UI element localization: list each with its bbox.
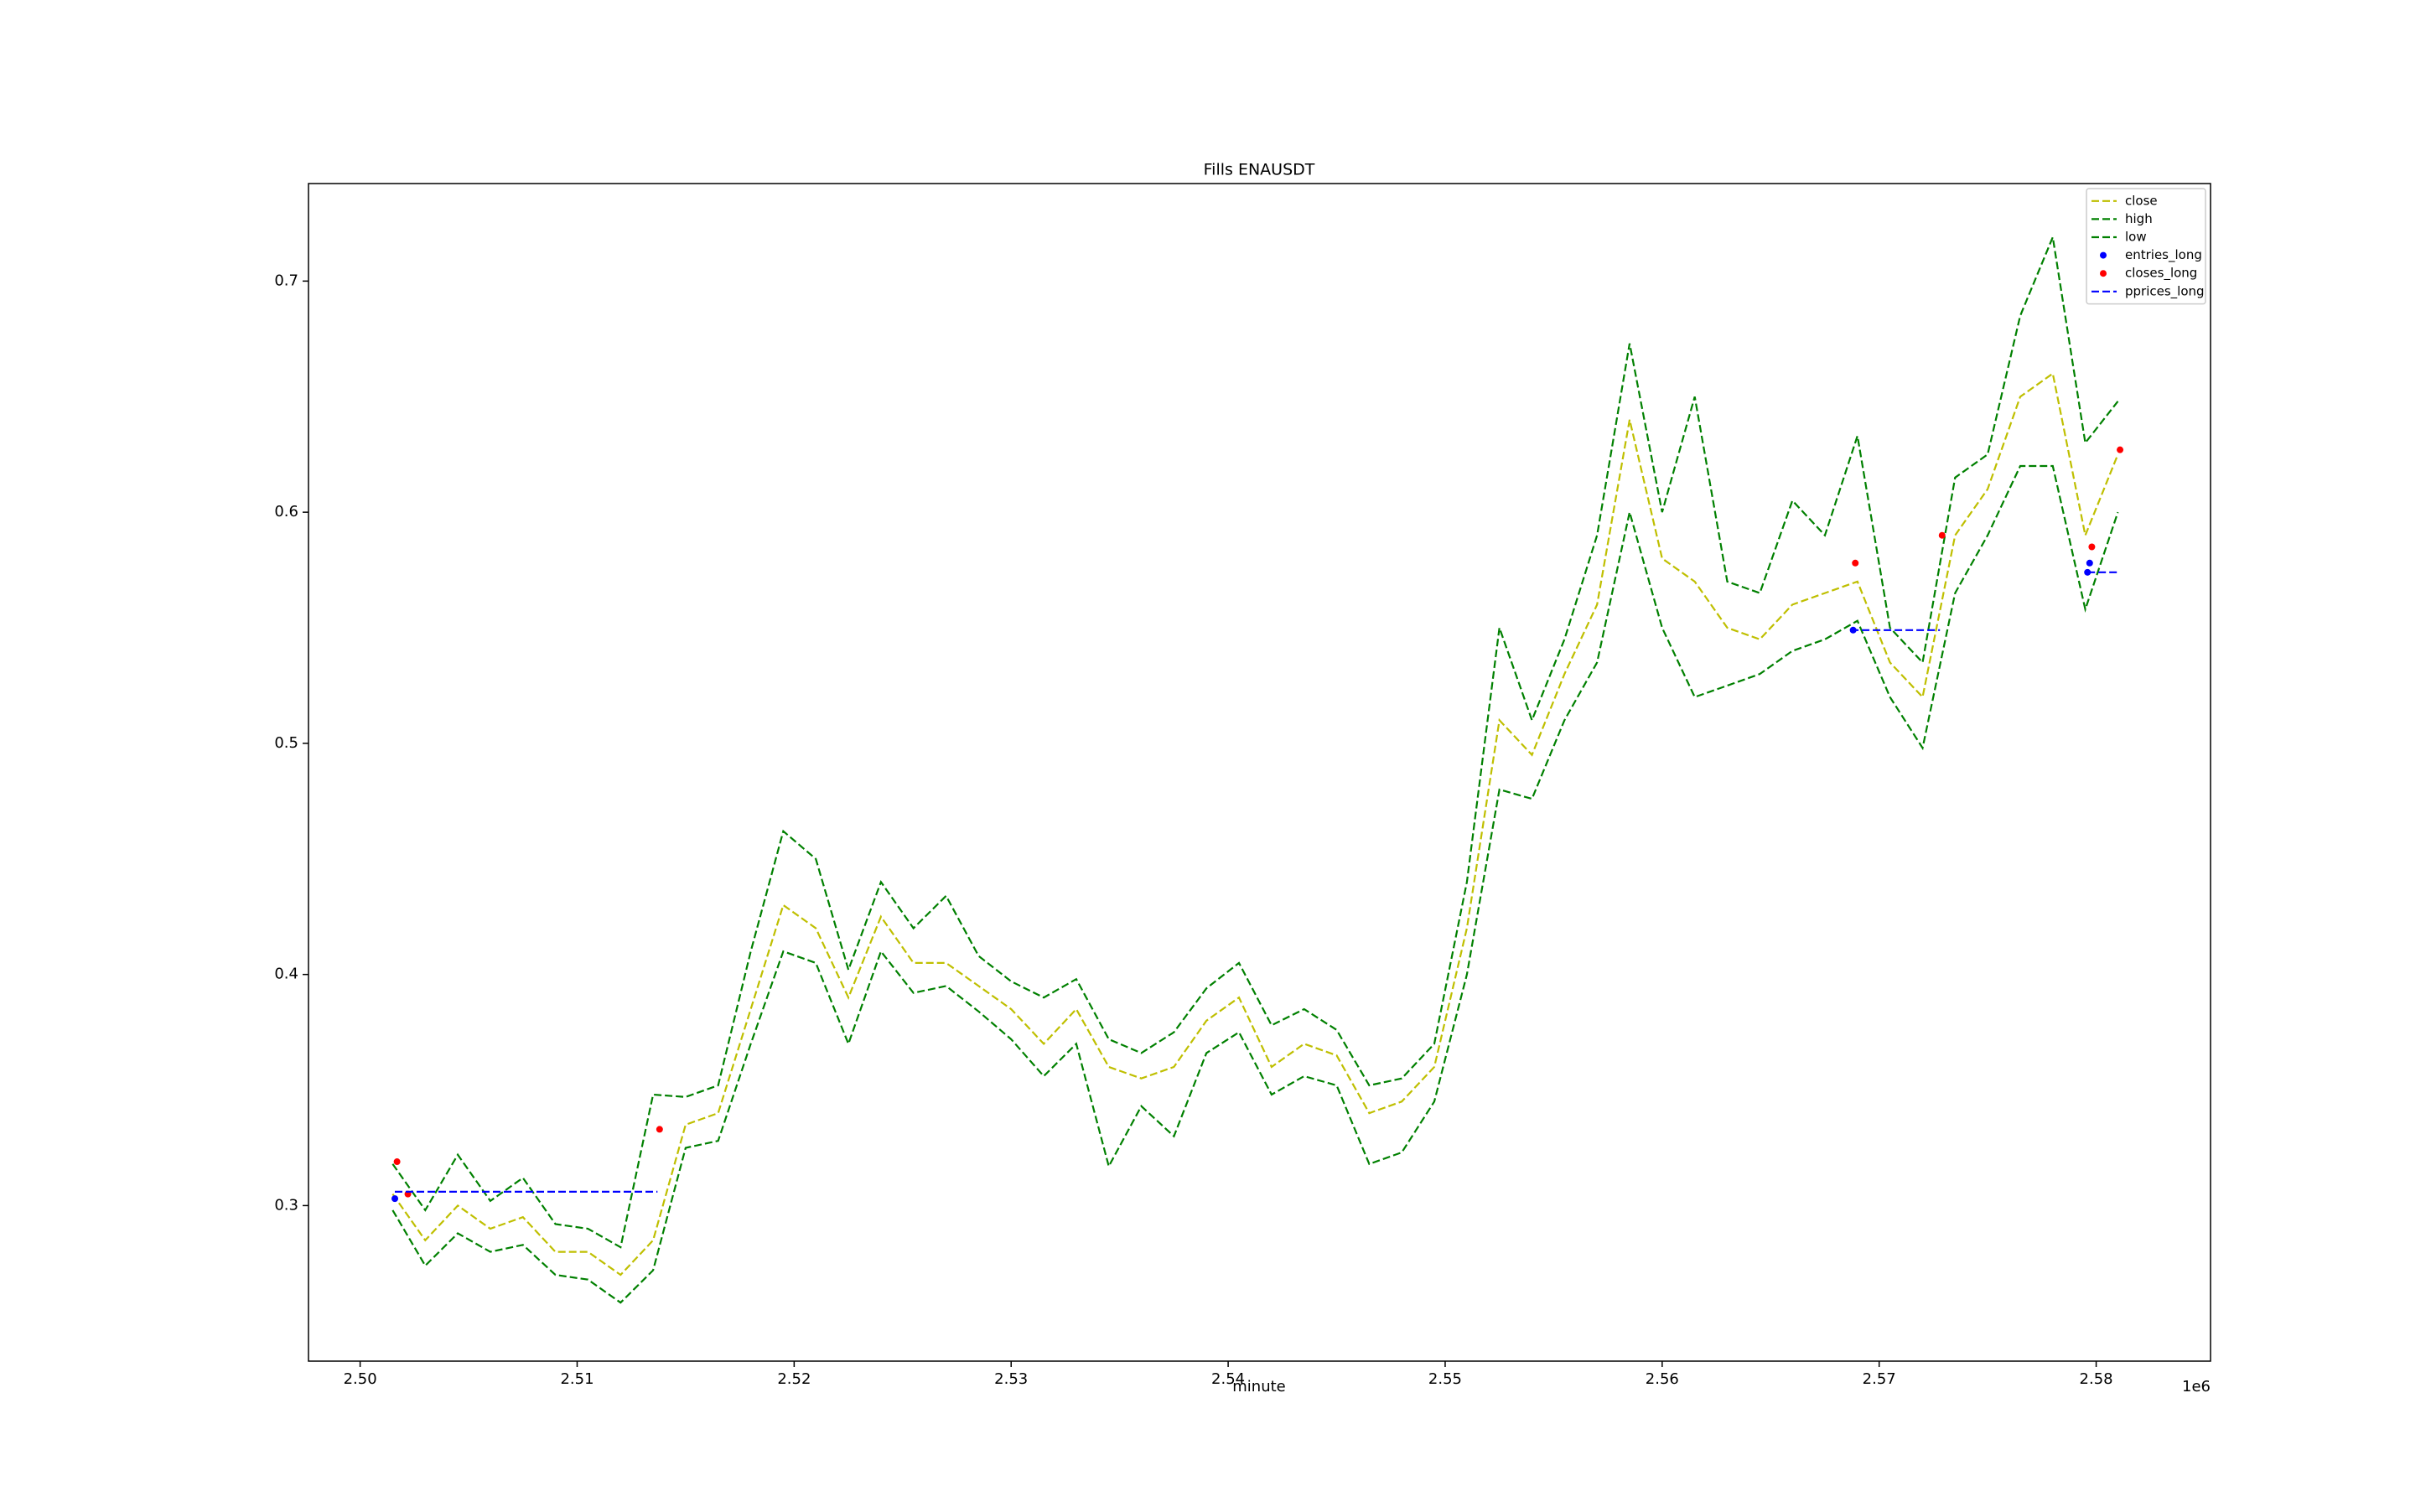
- y-tick-label: 0.4: [274, 966, 298, 983]
- series-line: [391, 233, 2119, 1249]
- y-tick-label: 0.5: [274, 734, 298, 752]
- plot-frame: [308, 183, 2211, 1362]
- legend-label: pprices_long: [2125, 283, 2205, 299]
- legend-marker: [2100, 270, 2107, 277]
- fill-marker: [1938, 531, 1946, 539]
- series-line: [391, 464, 2119, 1304]
- x-tick-label: 2.54: [1211, 1370, 1245, 1388]
- legend-marker: [2100, 251, 2107, 259]
- x-offset-text: 1e6: [2182, 1378, 2211, 1395]
- x-tick-label: 2.56: [1646, 1370, 1679, 1388]
- x-tick-label: 2.55: [1428, 1370, 1462, 1388]
- x-axis-label: minute: [1232, 1378, 1285, 1395]
- legend-label: close: [2125, 193, 2158, 208]
- fill-marker: [1852, 559, 1859, 567]
- x-tick-label: 2.52: [777, 1370, 811, 1388]
- y-tick-label: 0.6: [274, 503, 298, 520]
- y-tick-label: 0.3: [274, 1196, 298, 1214]
- fill-marker: [656, 1126, 663, 1133]
- fill-marker: [2086, 559, 2093, 567]
- x-tick-label: 2.58: [2080, 1370, 2113, 1388]
- legend-label: high: [2125, 211, 2153, 226]
- series-line: [391, 371, 2119, 1276]
- legend-label: closes_long: [2125, 266, 2197, 282]
- fill-marker: [391, 1195, 399, 1203]
- chart-title: Fills ENAUSDT: [1204, 161, 1315, 179]
- fill-marker: [2117, 446, 2124, 453]
- x-tick-label: 2.53: [994, 1370, 1028, 1388]
- fill-marker: [393, 1158, 401, 1166]
- legend-label: low: [2125, 230, 2147, 245]
- plot-area: [391, 233, 2124, 1304]
- fill-marker: [2088, 543, 2096, 551]
- x-tick-label: 2.57: [1863, 1370, 1896, 1388]
- y-tick-label: 0.7: [274, 272, 298, 289]
- x-tick-label: 2.50: [344, 1370, 377, 1388]
- x-tick-label: 2.51: [560, 1370, 593, 1388]
- legend-box: [2086, 188, 2206, 305]
- legend-label: entries_long: [2125, 247, 2202, 263]
